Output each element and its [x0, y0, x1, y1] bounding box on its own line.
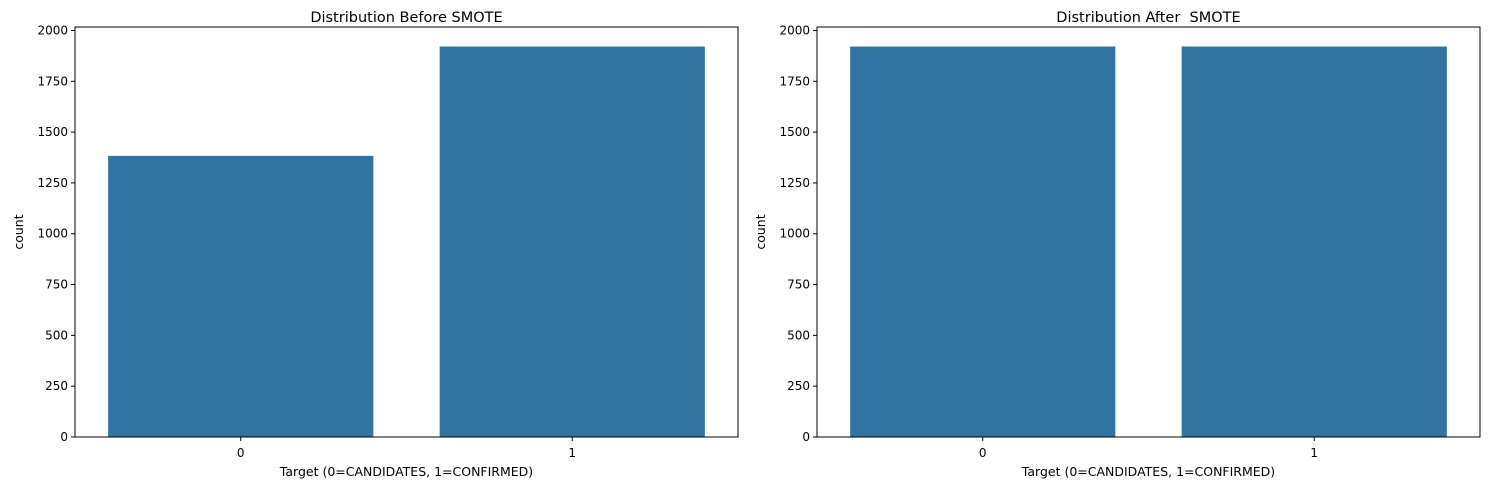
chart-1-xlabel: Target (0=CANDIDATES, 1=CONFIRMED): [1021, 464, 1275, 479]
chart-0-bar-1: [439, 46, 705, 437]
chart-0-axes-frame: [74, 26, 739, 438]
chart-1-bar-0: [850, 46, 1116, 437]
chart-1-title: Distribution After SMOTE: [1056, 10, 1240, 26]
chart-1-ytick-label: 1000: [779, 227, 810, 241]
chart-0-xtick-label: 0: [237, 446, 245, 460]
chart-1-ytick-label: 500: [787, 328, 810, 342]
chart-0-ytick-label: 1250: [37, 176, 68, 190]
chart-1-ytick-label: 1250: [779, 176, 810, 190]
chart-1-xtick-label: 1: [1310, 446, 1318, 460]
chart-1-ylabel: count: [753, 214, 768, 249]
chart-panel-1: 0 250 500 750 1000 1250 1500 1750 2000 0 1 Distribu…: [753, 10, 1481, 479]
chart-0-title: Distribution Before SMOTE: [310, 10, 502, 26]
chart-0-ytick-label: 0: [60, 430, 68, 444]
chart-1-ytick-label: 0: [802, 430, 810, 444]
chart-0-ytick-label: 750: [45, 278, 68, 292]
chart-1-ytick-label: 1500: [779, 125, 810, 139]
chart-0-ytick-label: 500: [45, 328, 68, 342]
chart-1-ytick-label: 2000: [779, 23, 810, 37]
chart-0-xlabel: Target (0=CANDIDATES, 1=CONFIRMED): [279, 464, 533, 479]
chart-panel-0: 0 250 500 750 1000 1250 1500 1750 2000 0 1 Distribu…: [11, 10, 739, 479]
chart-1-axes-frame: [816, 26, 1481, 438]
chart-0-ytick-label: 2000: [37, 23, 68, 37]
chart-1-bar-1: [1181, 46, 1447, 437]
chart-0-ytick-label: 1750: [37, 74, 68, 88]
chart-0-ytick-label: 1000: [37, 227, 68, 241]
chart-0-bar-0: [108, 155, 374, 437]
chart-0-ytick-label: 250: [45, 379, 68, 393]
chart-0-xtick-label: 1: [568, 446, 576, 460]
chart-1-ytick-label: 750: [787, 278, 810, 292]
chart-1-ytick-label: 250: [787, 379, 810, 393]
chart-0-ytick-label: 1500: [37, 125, 68, 139]
chart-1-ytick-label: 1750: [779, 74, 810, 88]
chart-1-xtick-label: 0: [979, 446, 987, 460]
chart-0-ylabel: count: [11, 214, 26, 249]
